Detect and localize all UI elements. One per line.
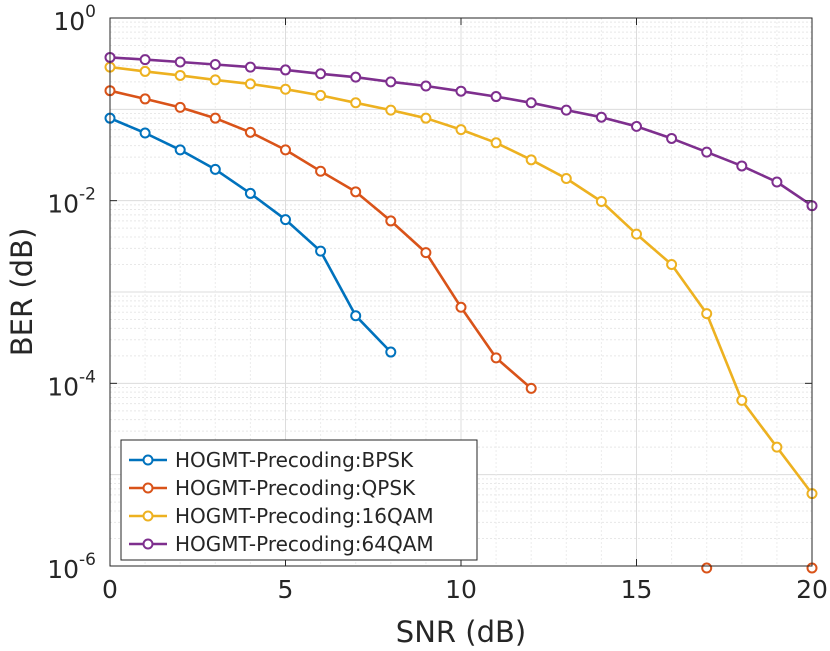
- data-point-hogmt-precoding-16qam: [666, 259, 678, 271]
- grid: [110, 18, 812, 567]
- x-tick-label: 20: [796, 575, 828, 604]
- x-tick-label: 5: [278, 575, 294, 604]
- data-point-hogmt-precoding-64qam: [385, 76, 397, 88]
- data-point-hogmt-precoding-16qam: [209, 74, 221, 86]
- data-point-hogmt-precoding-64qam: [315, 68, 327, 80]
- data-point-hogmt-precoding-qpsk: [420, 247, 432, 259]
- data-point-hogmt-precoding-16qam: [350, 97, 362, 109]
- data-point-hogmt-precoding-16qam: [455, 124, 467, 136]
- data-point-hogmt-precoding-16qam: [631, 228, 642, 240]
- data-point-hogmt-precoding-qpsk: [385, 215, 397, 227]
- data-point-hogmt-precoding-64qam: [420, 80, 432, 92]
- x-axis-label: SNR (dB): [396, 615, 526, 649]
- data-point-hogmt-precoding-64qam: [701, 146, 713, 158]
- data-point-hogmt-precoding-bpsk: [280, 214, 291, 226]
- legend-swatch-marker: [142, 454, 154, 466]
- data-point-hogmt-precoding-64qam: [139, 54, 151, 66]
- data-point-hogmt-precoding-16qam: [420, 112, 432, 124]
- data-point-hogmt-precoding-qpsk: [525, 382, 537, 394]
- legend-swatch-marker: [142, 482, 154, 494]
- data-point-hogmt-precoding-64qam: [244, 61, 256, 73]
- data-point-hogmt-precoding-qpsk: [350, 186, 362, 198]
- data-point-hogmt-precoding-64qam: [490, 91, 502, 103]
- data-point-hogmt-precoding-bpsk: [209, 163, 221, 175]
- data-point-hogmt-precoding-16qam: [385, 104, 397, 116]
- data-point-hogmt-precoding-16qam: [174, 69, 186, 81]
- data-point-hogmt-precoding-16qam: [771, 441, 783, 453]
- data-point-hogmt-precoding-64qam: [209, 58, 221, 70]
- data-point-hogmt-precoding-64qam: [736, 160, 748, 172]
- data-point-hogmt-precoding-qpsk: [139, 93, 151, 105]
- legend-entry-hogmt-precoding-qpsk[interactable]: HOGMT-Precoding:QPSK: [175, 476, 416, 500]
- legend-box: [120, 439, 478, 561]
- data-point-hogmt-precoding-qpsk: [315, 165, 327, 177]
- legend-entry-hogmt-precoding-16qam[interactable]: HOGMT-Precoding:16QAM: [175, 504, 434, 528]
- legend-entry-hogmt-precoding-bpsk[interactable]: HOGMT-Precoding:BPSK: [175, 448, 414, 472]
- axis-ticks: 0 5 10 15 20 100 10-2 10-4 10-6: [47, 2, 828, 604]
- data-point-hogmt-precoding-64qam: [631, 120, 642, 132]
- legend[interactable]: HOGMT-Precoding:BPSK HOGMT-Precoding:QPSK…: [120, 439, 478, 561]
- x-tick-label: 10: [445, 575, 477, 604]
- data-point-hogmt-precoding-qpsk: [209, 112, 221, 124]
- y-tick-label: 10-4: [47, 367, 96, 401]
- data-point-hogmt-precoding-64qam: [560, 104, 572, 116]
- data-point-hogmt-precoding-16qam: [315, 89, 327, 101]
- data-point-hogmt-precoding-16qam: [701, 308, 713, 320]
- data-point-hogmt-precoding-16qam: [560, 172, 572, 184]
- y-axis-label: BER (dB): [5, 228, 39, 357]
- data-point-hogmt-precoding-bpsk: [385, 346, 397, 358]
- data-point-hogmt-precoding-qpsk: [244, 126, 256, 138]
- data-point-hogmt-precoding-qpsk: [455, 301, 467, 313]
- x-tick-label: 0: [102, 575, 118, 604]
- data-point-hogmt-precoding-64qam: [595, 111, 607, 123]
- data-point-hogmt-precoding-64qam: [455, 85, 467, 97]
- data-point-hogmt-precoding-16qam: [525, 154, 537, 166]
- data-point-hogmt-precoding-64qam: [280, 64, 291, 76]
- x-tick-label: 15: [621, 575, 653, 604]
- legend-entry-hogmt-precoding-64qam[interactable]: HOGMT-Precoding:64QAM: [175, 532, 434, 556]
- data-point-hogmt-precoding-bpsk: [244, 187, 256, 199]
- data-point-hogmt-precoding-64qam: [350, 71, 362, 83]
- data-point-hogmt-precoding-64qam: [666, 132, 678, 144]
- data-point-hogmt-precoding-bpsk: [139, 127, 151, 139]
- data-point-hogmt-precoding-16qam: [139, 65, 151, 77]
- data-point-hogmt-precoding-64qam: [771, 176, 783, 188]
- data-point-hogmt-precoding-64qam: [525, 97, 537, 109]
- data-point-hogmt-precoding-64qam: [174, 56, 186, 68]
- y-tick-label: 10-2: [47, 185, 96, 219]
- data-point-hogmt-precoding-bpsk: [315, 245, 327, 257]
- legend-swatch-marker: [142, 538, 154, 550]
- legend-swatch-marker: [142, 510, 154, 522]
- data-point-hogmt-precoding-qpsk: [701, 562, 713, 574]
- data-point-hogmt-precoding-qpsk: [174, 101, 186, 113]
- y-tick-label: 100: [53, 2, 96, 36]
- data-point-hogmt-precoding-bpsk: [350, 310, 362, 322]
- data-point-hogmt-precoding-16qam: [244, 78, 256, 90]
- data-point-hogmt-precoding-16qam: [736, 394, 748, 406]
- data-point-hogmt-precoding-16qam: [280, 83, 291, 95]
- y-tick-label: 10-6: [47, 550, 96, 584]
- data-point-hogmt-precoding-bpsk: [174, 144, 186, 156]
- data-point-hogmt-precoding-16qam: [595, 195, 607, 207]
- data-point-hogmt-precoding-qpsk: [280, 144, 291, 156]
- data-point-hogmt-precoding-16qam: [490, 137, 502, 149]
- data-point-hogmt-precoding-qpsk: [490, 352, 502, 364]
